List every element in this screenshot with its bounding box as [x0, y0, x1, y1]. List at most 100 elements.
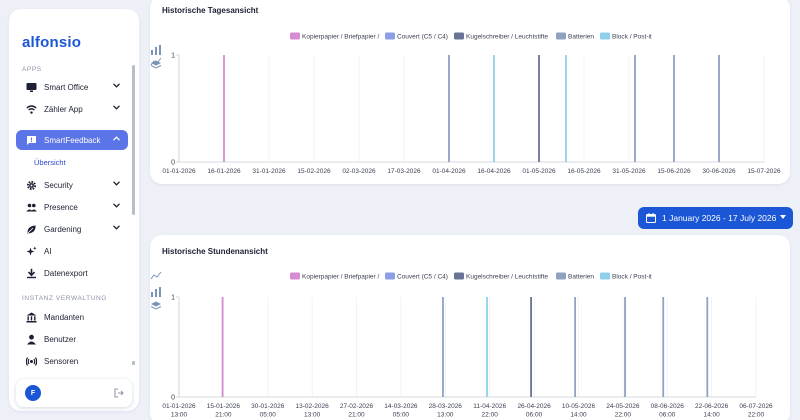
x-tick-label: 21:00: [348, 412, 365, 419]
data-bar: [574, 297, 577, 397]
sidebar-item-label: Datenexport: [44, 268, 88, 278]
x-tick-label: 01-01-2026: [162, 403, 196, 410]
sidebar-item-sensoren[interactable]: Sensoren: [16, 351, 128, 371]
sparkle-icon: [26, 246, 37, 257]
download-icon: [26, 268, 37, 279]
feedback-icon: [26, 135, 37, 146]
x-tick-label: 13-02-2026: [296, 403, 330, 410]
sidebar-scrollbar-end: [132, 361, 135, 365]
sidebar-item-mandanten[interactable]: Mandanten: [16, 307, 128, 327]
sidebar-item-label: SmartFeedback: [44, 135, 101, 145]
user-card[interactable]: F: [16, 379, 132, 407]
x-tick-label: 01-04-2026: [432, 168, 466, 175]
legend-label: Kopierpapier / Briefpapier /: [302, 274, 380, 281]
legend-swatch: [454, 32, 464, 40]
x-tick-label: 06:00: [526, 412, 543, 419]
avatar[interactable]: F: [25, 385, 41, 401]
sidebar-item-smartfeedback[interactable]: SmartFeedback: [16, 130, 128, 150]
sidebar-item-gardening[interactable]: Gardening: [16, 219, 128, 239]
x-tick-label: 16-04-2026: [477, 168, 511, 175]
x-tick-label: 15-07-2026: [747, 168, 781, 175]
y-tick-label: 1: [171, 53, 175, 60]
chart-title: Historische Stundenansicht: [162, 247, 268, 256]
caret-down-icon: [780, 215, 786, 219]
legend-swatch: [600, 272, 610, 280]
bar-chart-icon[interactable]: [150, 287, 162, 297]
calendar-icon: [646, 213, 656, 223]
daily-chart-card: Historische Tagesansicht Kopierpapier / …: [150, 0, 790, 184]
data-bar: [673, 55, 675, 162]
legend-swatch: [556, 272, 566, 280]
legend-swatch: [290, 32, 300, 40]
x-tick-label: 11-04-2026: [473, 403, 506, 410]
sidebar-item-label: Sensoren: [44, 356, 79, 366]
sidebar: alfonsio APPS Smart Office Zähler App Sm…: [9, 9, 139, 411]
legend-label: Batterien: [568, 34, 594, 41]
x-tick-label: 28-03-2026: [429, 403, 463, 410]
sidebar-item-datenexport[interactable]: Datenexport: [16, 263, 128, 283]
data-bar: [223, 55, 225, 162]
x-tick-label: 16-05-2026: [567, 168, 601, 175]
data-bar: [718, 55, 720, 162]
sidebar-item-zaehler-app[interactable]: Zähler App: [16, 99, 128, 119]
sidebar-item-presence[interactable]: Presence: [16, 197, 128, 217]
y-tick-label: 0: [171, 395, 175, 402]
logout-icon[interactable]: [114, 388, 124, 398]
sidebar-item-security[interactable]: Security: [16, 175, 128, 195]
legend-label: Batterien: [568, 274, 594, 281]
legend-label: Block / Post-it: [612, 274, 652, 281]
sidebar-item-label: Gardening: [44, 224, 82, 234]
daily-chart: Kopierpapier / Briefpapier / Couvert (C5 …: [162, 32, 781, 175]
x-tick-label: 01-05-2026: [522, 168, 556, 175]
legend-swatch: [454, 272, 464, 280]
x-tick-label: 14-03-2026: [384, 403, 418, 410]
sidebar-subitem-uebersicht[interactable]: Übersicht: [34, 158, 66, 167]
sidebar-item-smart-office[interactable]: Smart Office: [16, 77, 128, 97]
legend-swatch: [385, 32, 395, 40]
data-bar: [624, 297, 626, 397]
stack-icon[interactable]: [150, 301, 162, 311]
sidebar-item-label: Security: [44, 180, 73, 190]
legend-label: Kopierpapier / Briefpapier /: [302, 34, 380, 41]
chevron-down-icon: [113, 203, 120, 208]
legend-swatch: [600, 32, 610, 40]
hourly-chart: Kopierpapier / Briefpapier / Couvert (C5 …: [162, 272, 773, 419]
sidebar-item-ai[interactable]: AI: [16, 241, 128, 261]
chevron-down-icon: [113, 225, 120, 230]
sidebar-item-benutzer[interactable]: Benutzer: [16, 329, 128, 349]
legend-swatch: [556, 32, 566, 40]
x-tick-label: 24-05-2026: [606, 403, 640, 410]
bank-icon: [26, 312, 37, 323]
date-range-button[interactable]: 1 January 2026 - 17 July 2026: [638, 207, 793, 229]
leaf-icon: [26, 224, 37, 235]
stack-icon[interactable]: [150, 60, 162, 70]
sidebar-scrollbar[interactable]: [132, 65, 135, 215]
app-logo[interactable]: alfonsio: [22, 34, 82, 51]
date-range-label: 1 January 2026 - 17 July 2026: [662, 213, 777, 223]
monitor-icon: [26, 82, 37, 93]
section-label-instanz: INSTANZ VERWALTUNG: [22, 295, 107, 302]
x-tick-label: 14:00: [703, 412, 720, 419]
x-tick-label: 02-03-2026: [342, 168, 376, 175]
data-bar: [538, 55, 540, 162]
x-tick-label: 31-01-2026: [252, 168, 286, 175]
x-tick-label: 15-06-2026: [657, 168, 691, 175]
data-bar: [221, 297, 224, 397]
legend-label: Block / Post-it: [612, 34, 652, 41]
legend-label: Kugelschreiber / Leuchtstifte: [466, 34, 548, 41]
line-chart-icon[interactable]: [150, 271, 162, 281]
data-bar: [486, 297, 488, 397]
x-tick-label: 31-05-2026: [612, 168, 646, 175]
sidebar-item-label: AI: [44, 246, 52, 256]
x-tick-label: 06:00: [659, 412, 676, 419]
bar-chart-icon[interactable]: [150, 45, 162, 55]
chevron-down-icon: [113, 181, 120, 186]
sidebar-item-label: Zähler App: [44, 104, 83, 114]
chevron-down-icon: [113, 105, 120, 110]
x-tick-label: 22:00: [615, 412, 632, 419]
data-bar: [662, 297, 665, 397]
x-tick-label: 16-01-2026: [207, 168, 241, 175]
x-tick-label: 15-02-2026: [297, 168, 331, 175]
x-tick-label: 13:00: [171, 412, 188, 419]
sidebar-item-label: Smart Office: [44, 82, 89, 92]
